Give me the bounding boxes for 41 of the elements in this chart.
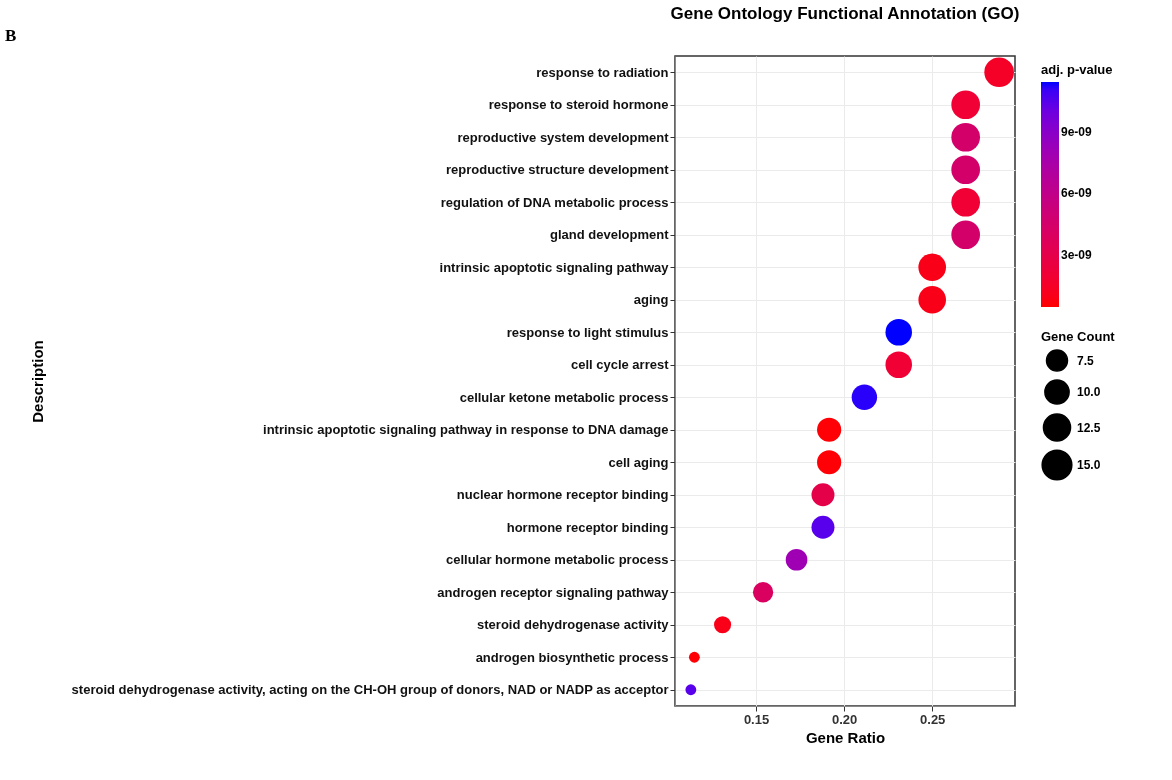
y-tick-label: reproductive system development xyxy=(457,129,670,145)
color-bar-label: 6e-09 xyxy=(1061,186,1093,201)
x-tick-label: 0.15 xyxy=(743,711,770,727)
color-bar-label: 9e-09 xyxy=(1061,124,1093,139)
y-tick-label: hormone receptor binding xyxy=(506,519,669,535)
legend-label: 15.0 xyxy=(1077,458,1101,472)
y-tick-label: cell aging xyxy=(608,454,669,470)
y-tick-label: intrinsic apoptotic signaling pathway xyxy=(439,259,670,275)
color-bar-title: adj. p-value xyxy=(1041,62,1113,77)
x-tick-label: 0.20 xyxy=(831,711,858,727)
x-tick-label: 0.25 xyxy=(920,711,946,727)
legend-label: 12.5 xyxy=(1077,420,1101,435)
y-tick-label: response to light stimulus xyxy=(506,324,669,340)
legend-label: 7.5 xyxy=(1077,353,1095,368)
legend-label: 10.0 xyxy=(1077,385,1101,399)
y-tick-label: steroid dehydrogenase activity xyxy=(477,617,670,633)
legend-title: Gene Count xyxy=(1041,329,1116,344)
y-tick-label: intrinsic apoptotic signaling pathway in response to DNA damage xyxy=(263,422,669,438)
y-axis-title: Description xyxy=(28,340,46,423)
point xyxy=(817,450,842,475)
point xyxy=(885,351,912,378)
y-tick-label: response to steroid hormone xyxy=(488,97,669,113)
y-tick-label: gland development xyxy=(550,227,670,243)
point xyxy=(885,319,912,346)
color-bar-label: 3e-09 xyxy=(1061,248,1093,263)
y-tick-label: response to radiation xyxy=(536,64,669,80)
y-tick-label: cellular hormone metabolic process xyxy=(445,552,669,568)
x-axis-title: Gene Ratio xyxy=(805,728,886,746)
point xyxy=(817,417,842,442)
chart-title: Gene Ontology Functional Annotation (GO) xyxy=(670,4,1020,23)
y-tick-label: androgen biosynthetic process xyxy=(475,649,669,665)
y-tick-label: aging xyxy=(633,292,669,308)
y-tick-label: nuclear hormone receptor binding xyxy=(456,487,669,503)
y-tick-label: reproductive structure development xyxy=(446,162,670,178)
y-tick-label: androgen receptor signaling pathway xyxy=(437,584,670,600)
y-tick-label: cell cycle arrest xyxy=(570,357,670,373)
y-tick-label: regulation of DNA metabolic process xyxy=(440,194,669,210)
y-tick-label: cellular ketone metabolic process xyxy=(459,389,669,405)
point xyxy=(851,384,878,410)
y-tick-label: steroid dehydrogenase activity, acting on the CH-OH group of donors, NAD or NADP as acceptor xyxy=(71,682,669,698)
text: B xyxy=(5,26,17,45)
